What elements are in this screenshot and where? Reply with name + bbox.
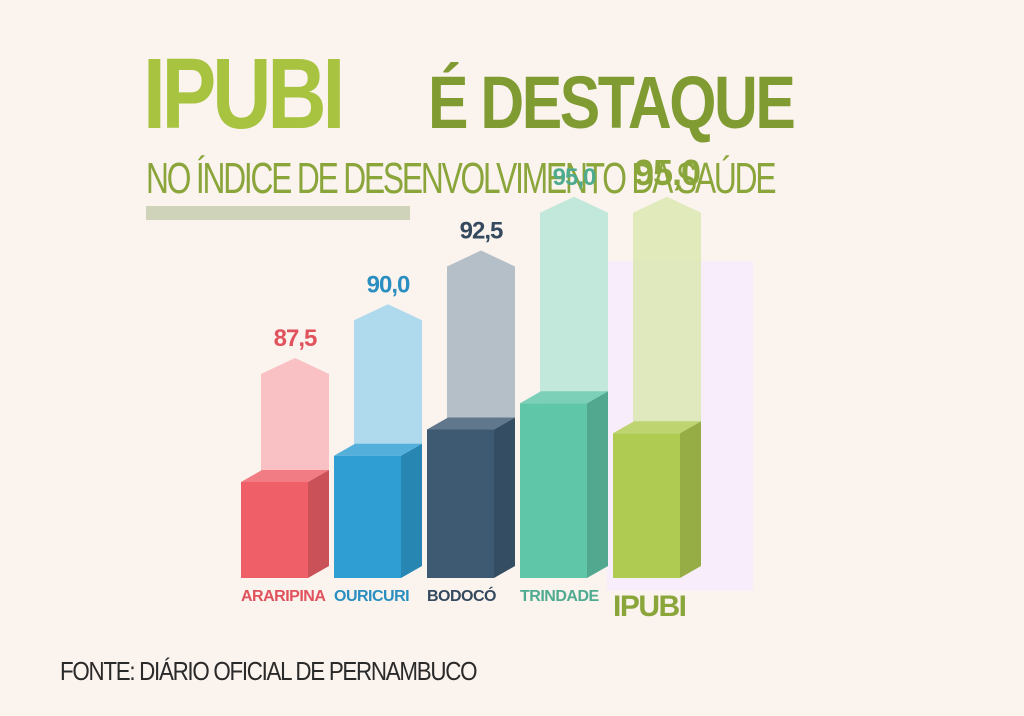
- bar: [241, 482, 308, 578]
- bar-arrow: [354, 304, 422, 456]
- bar-side: [680, 421, 701, 578]
- bar-arrow: [633, 196, 701, 434]
- value-label: 87,5: [274, 325, 317, 352]
- bar: [427, 429, 494, 578]
- value-label: 95,0: [634, 152, 700, 193]
- bar: [613, 433, 680, 578]
- bar-arrow: [261, 358, 329, 482]
- bar-side: [401, 443, 422, 578]
- category-label: TRINDADE: [520, 588, 599, 605]
- bar-top: [241, 470, 329, 482]
- subtitle: NO ÍNDICE DE DESENVOLVIMENTO DA SAÚDE: [146, 154, 776, 203]
- headline-destaque: É DESTAQUE: [428, 61, 796, 144]
- bar-arrow: [447, 250, 515, 430]
- bar-top: [334, 443, 422, 456]
- source-note: FONTE: DIÁRIO OFICIAL DE PERNAMBUCO: [60, 656, 477, 686]
- title-underline: [146, 206, 410, 220]
- headline: IPUBI É DESTAQUE: [143, 38, 796, 150]
- value-label: 95,0: [553, 164, 596, 191]
- bar-top: [520, 391, 608, 404]
- bar-side: [308, 470, 329, 578]
- category-label: ARARIPINA: [241, 588, 326, 605]
- category-label: IPUBI: [613, 590, 686, 623]
- headline-ipubi: IPUBI: [143, 38, 345, 150]
- value-label: 90,0: [367, 271, 410, 298]
- bar-top: [427, 417, 515, 430]
- bar-arrow: [540, 196, 608, 404]
- bar-side: [494, 417, 515, 578]
- category-label: OURICURI: [334, 588, 409, 605]
- value-label: 92,5: [460, 218, 503, 245]
- bar-top: [613, 421, 701, 434]
- bar: [334, 455, 401, 578]
- bar-side: [587, 391, 608, 578]
- bar: [520, 403, 587, 578]
- category-label: BODOCÓ: [427, 586, 496, 605]
